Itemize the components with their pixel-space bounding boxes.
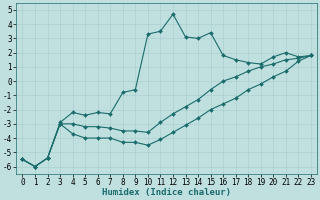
X-axis label: Humidex (Indice chaleur): Humidex (Indice chaleur) <box>102 188 231 197</box>
